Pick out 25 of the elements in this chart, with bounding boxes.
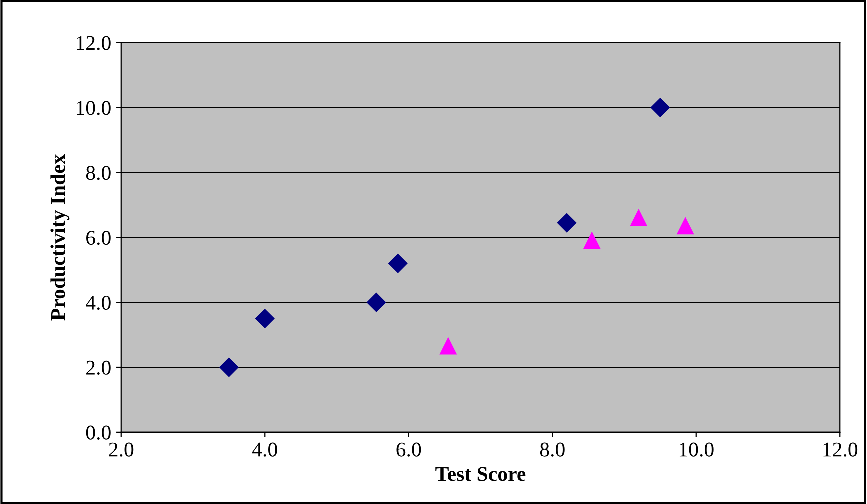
y-axis-title: Productivity Index xyxy=(50,154,70,321)
x-tick-label: 12.0 xyxy=(824,442,858,457)
y-tick-label: 6.0 xyxy=(86,231,111,246)
point xyxy=(557,213,577,233)
y-tick-label: 8.0 xyxy=(86,166,111,180)
point xyxy=(650,98,670,118)
x-axis-title: Test Score xyxy=(436,467,526,482)
y-tick-label: 2.0 xyxy=(86,360,111,376)
point xyxy=(630,210,648,226)
point xyxy=(584,232,600,250)
y-tick-label: 4.0 xyxy=(86,296,111,310)
y-tick-label: 0.0 xyxy=(86,426,111,440)
point xyxy=(220,358,239,378)
x-tick-label: 6.0 xyxy=(396,442,422,457)
x-tick-label: 2.0 xyxy=(109,442,134,457)
point xyxy=(440,338,457,355)
point xyxy=(388,254,408,274)
point xyxy=(367,293,386,312)
y-tick-label: 12.0 xyxy=(77,36,111,50)
x-tick-label: 10.0 xyxy=(680,442,714,457)
x-tick-label: 8.0 xyxy=(540,442,565,457)
point xyxy=(256,309,275,328)
point xyxy=(677,218,694,235)
y-tick-label: 10.0 xyxy=(77,101,111,116)
x-tick-label: 4.0 xyxy=(252,442,278,457)
